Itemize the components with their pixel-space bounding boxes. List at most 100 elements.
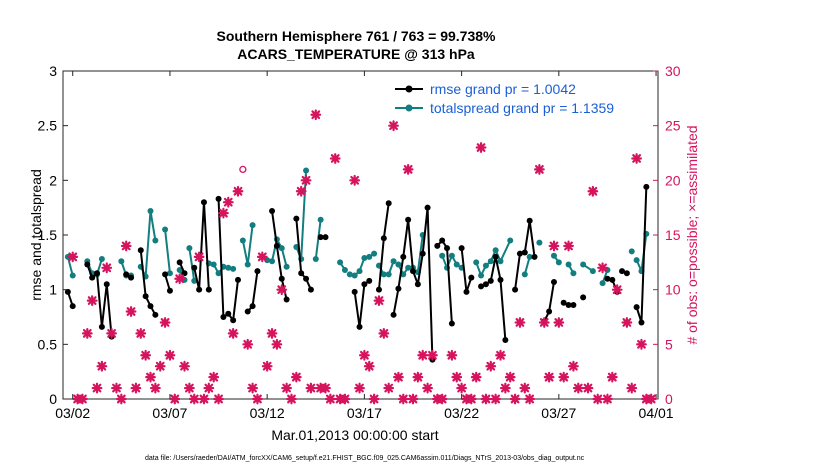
obs-assimilated-marker xyxy=(349,174,361,186)
rmse-point xyxy=(385,200,392,207)
rmse-point xyxy=(395,285,402,292)
footnote: data file: /Users/raeder/DAI/ATM_forcXX/… xyxy=(145,455,585,462)
obs-assimilated-marker xyxy=(436,393,448,405)
totalspread-point xyxy=(497,258,504,265)
obs-assimilated-marker xyxy=(86,295,98,306)
rmse-point xyxy=(380,235,387,242)
obs-assimilated-marker xyxy=(193,251,205,263)
totalspread-point xyxy=(439,252,446,259)
obs-assimilated-marker xyxy=(208,371,220,383)
obs-assimilated-marker xyxy=(358,349,370,361)
rmse-point xyxy=(244,308,251,315)
rmse-point xyxy=(166,287,173,294)
obs-assimilated-marker xyxy=(446,349,458,361)
rmse-point xyxy=(200,199,207,206)
totalspread-point xyxy=(380,271,387,278)
x-tick-label: 03/27 xyxy=(541,405,576,421)
x-tick-label: 03/02 xyxy=(55,405,90,421)
rmse-point xyxy=(390,311,397,318)
y-tick-label: 3 xyxy=(49,63,57,79)
totalspread-point xyxy=(166,270,173,277)
plot-area xyxy=(62,70,659,400)
obs-assimilated-marker xyxy=(592,393,604,405)
x-axis-label: Mar.01,2013 00:00:00 start xyxy=(271,427,438,443)
y2-tick-label: 30 xyxy=(665,63,681,79)
obs-assimilated-marker xyxy=(300,174,312,186)
rmse-point xyxy=(128,274,135,281)
obs-assimilated-marker xyxy=(256,251,268,263)
rmse-point xyxy=(638,319,645,326)
obs-assimilated-marker xyxy=(354,382,365,394)
totalspread-point xyxy=(162,226,169,233)
totalspread-point xyxy=(176,266,183,273)
y2-tick-label: 0 xyxy=(665,391,673,407)
obs-assimilated-marker xyxy=(543,371,555,383)
obs-assimilated-marker xyxy=(548,240,560,252)
obs-assimilated-marker xyxy=(91,382,103,394)
rmse-point xyxy=(356,323,363,330)
rmse-point xyxy=(303,275,310,282)
totalspread-point xyxy=(118,258,125,265)
obs-assimilated-marker xyxy=(427,349,438,361)
obs-assimilated-marker xyxy=(553,317,565,328)
totalspread-point xyxy=(230,265,237,272)
rmse-point xyxy=(254,268,261,275)
x-tick-label: 03/22 xyxy=(444,405,479,421)
obs-assimilated-marker xyxy=(422,382,433,394)
obs-assimilated-marker xyxy=(77,393,88,405)
legend: rmse grand pr = 1.0042 totalspread grand… xyxy=(391,78,653,118)
totalspread-point xyxy=(448,252,455,259)
obs-assimilated-marker xyxy=(402,164,414,175)
obs-assimilated-marker xyxy=(626,382,638,394)
totalspread-point xyxy=(269,258,276,265)
totalspread-point xyxy=(69,272,76,279)
obs-assimilated-marker xyxy=(645,393,657,405)
totalspread-point xyxy=(317,216,324,223)
obs-assimilated-marker xyxy=(232,185,244,197)
obs-assimilated-marker xyxy=(159,317,171,328)
totalspread-point xyxy=(346,271,353,278)
rmse-point xyxy=(419,250,426,257)
rmse-point xyxy=(560,299,567,306)
obs-assimilated-marker xyxy=(149,382,161,394)
obs-assimilated-marker xyxy=(140,349,152,361)
y-tick-label: 2 xyxy=(49,172,57,188)
rmse-point xyxy=(609,276,616,283)
totalspread-line-segment xyxy=(188,247,196,282)
rmse-line-segment xyxy=(193,201,210,291)
totalspread-point xyxy=(580,261,587,268)
totalspread-point xyxy=(492,247,499,254)
rmse-point xyxy=(366,277,373,284)
y2-axis-label: # of obs: o=possible; ×=assimilated xyxy=(684,125,700,344)
totalspread-point xyxy=(244,261,251,268)
obs-assimilated-marker xyxy=(81,328,93,339)
obs-assimilated-marker xyxy=(247,382,258,394)
y-tick-label: 1 xyxy=(49,282,57,298)
obs-possible-marker xyxy=(239,165,247,174)
totalspread-point xyxy=(361,254,368,261)
obs-assimilated-marker xyxy=(397,393,409,405)
rmse-point xyxy=(434,242,441,249)
y-tick-label: 1.5 xyxy=(38,227,58,243)
totalspread-point xyxy=(405,264,412,271)
totalspread-point xyxy=(152,237,159,244)
y2-tick-label: 5 xyxy=(665,336,673,352)
obs-assimilated-marker xyxy=(368,393,380,405)
rmse-point xyxy=(448,320,455,327)
rmse-point xyxy=(400,253,407,260)
totalspread-point xyxy=(341,266,348,273)
obs-assimilated-marker xyxy=(290,371,302,383)
obs-assimilated-marker xyxy=(509,393,521,405)
rmse-point xyxy=(516,250,523,257)
obs-assimilated-marker xyxy=(106,328,118,339)
rmse-point xyxy=(521,249,528,256)
totalspread-point xyxy=(186,245,193,252)
obs-assimilated-marker xyxy=(222,196,234,208)
obs-assimilated-marker xyxy=(563,240,574,252)
legend-spread-label: totalspread grand pr = 1.1359 xyxy=(430,100,614,116)
obs-assimilated-marker xyxy=(266,328,278,339)
obs-assimilated-marker xyxy=(145,371,156,383)
rmse-point xyxy=(269,207,276,214)
rmse-point xyxy=(205,286,212,293)
totalspread-point xyxy=(278,245,285,252)
